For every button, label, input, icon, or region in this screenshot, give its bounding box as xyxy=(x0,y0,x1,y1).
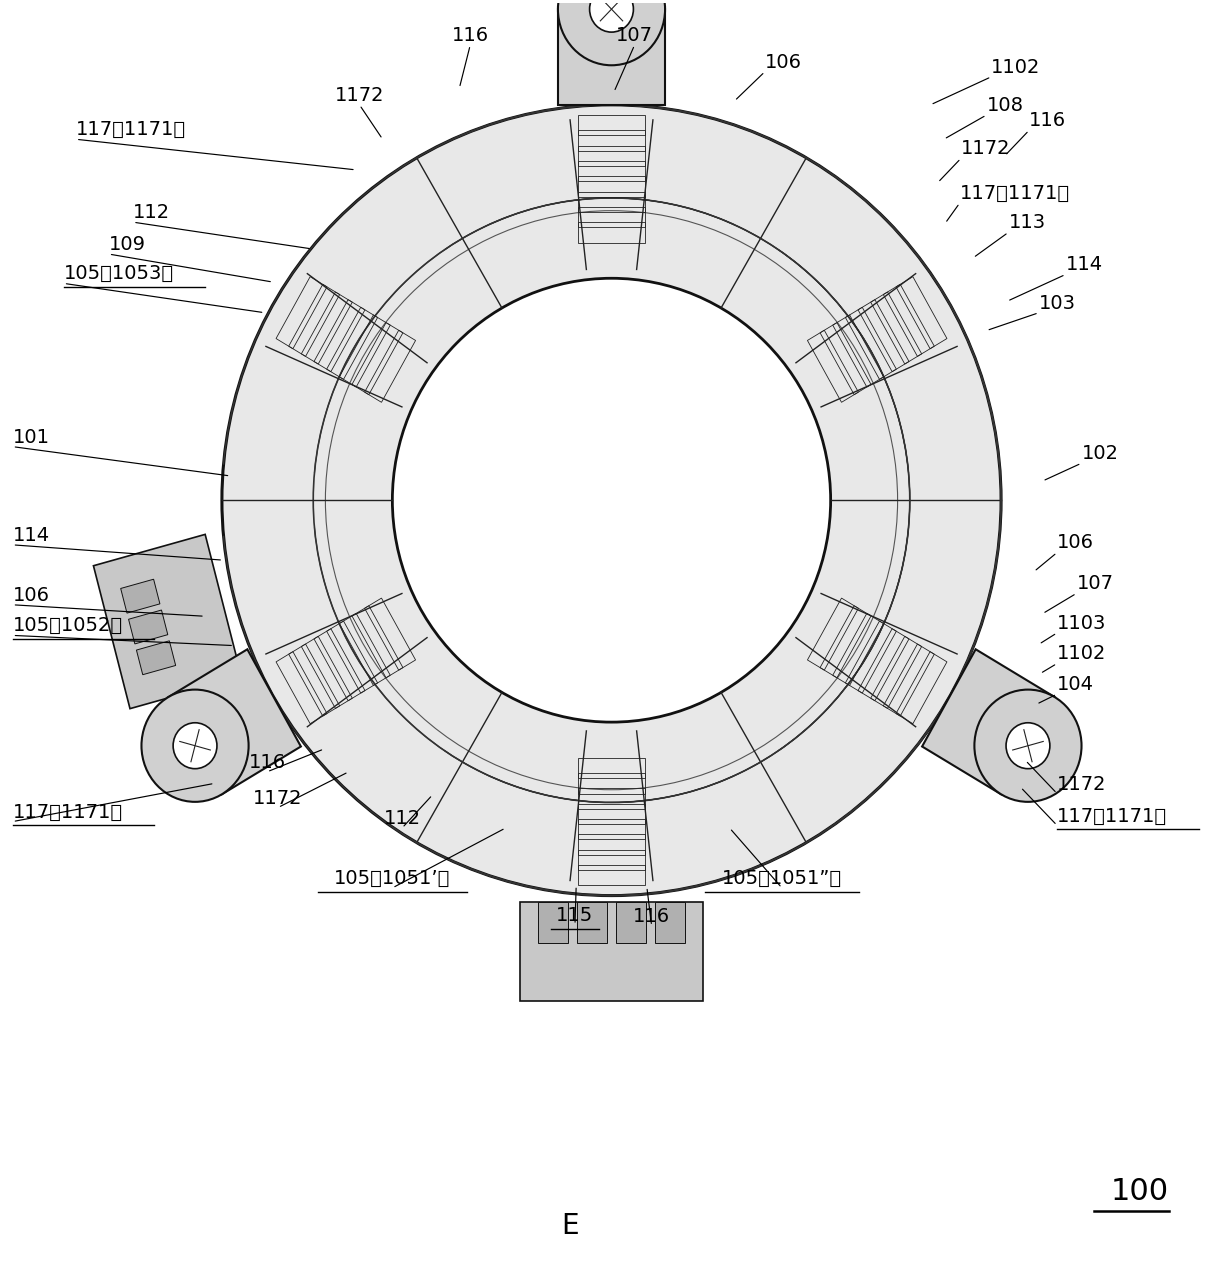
Text: 107: 107 xyxy=(1076,574,1114,593)
Circle shape xyxy=(174,722,216,769)
Polygon shape xyxy=(221,105,1002,895)
Text: 102: 102 xyxy=(1081,445,1119,464)
Text: 117（1171）: 117（1171） xyxy=(12,803,122,821)
Text: 1172: 1172 xyxy=(1057,775,1107,793)
Text: 105（1053）: 105（1053） xyxy=(64,264,174,283)
Polygon shape xyxy=(121,579,160,614)
Polygon shape xyxy=(558,9,665,105)
Text: 101: 101 xyxy=(12,428,49,447)
Text: E: E xyxy=(561,1212,578,1240)
Polygon shape xyxy=(520,902,703,1002)
Polygon shape xyxy=(616,902,646,943)
Circle shape xyxy=(558,0,665,65)
Text: 105（1051’）: 105（1051’） xyxy=(334,869,450,888)
Polygon shape xyxy=(128,610,168,644)
Text: 117（1171）: 117（1171） xyxy=(1057,807,1167,825)
Text: 1103: 1103 xyxy=(1057,614,1107,633)
Text: 116: 116 xyxy=(634,907,670,926)
Circle shape xyxy=(975,689,1081,802)
Text: 1172: 1172 xyxy=(253,789,302,807)
Text: 116: 116 xyxy=(248,753,285,772)
Text: 117（1171）: 117（1171） xyxy=(76,120,186,140)
Text: 106: 106 xyxy=(764,53,802,72)
Polygon shape xyxy=(577,902,607,943)
Text: 100: 100 xyxy=(1110,1176,1169,1205)
Text: 107: 107 xyxy=(616,26,653,45)
Polygon shape xyxy=(538,902,567,943)
Polygon shape xyxy=(137,640,176,675)
Polygon shape xyxy=(169,649,301,794)
Polygon shape xyxy=(93,534,242,708)
Text: 117（1171）: 117（1171） xyxy=(960,184,1070,202)
Text: 115: 115 xyxy=(556,906,593,925)
Text: 1102: 1102 xyxy=(992,58,1041,77)
Circle shape xyxy=(1007,722,1049,769)
Text: 1172: 1172 xyxy=(335,86,384,105)
Circle shape xyxy=(589,0,634,32)
Text: 105（1052）: 105（1052） xyxy=(12,616,122,635)
Text: 112: 112 xyxy=(384,810,421,828)
Text: 106: 106 xyxy=(12,585,49,605)
Text: 106: 106 xyxy=(1057,533,1095,552)
Ellipse shape xyxy=(393,278,830,722)
Text: 114: 114 xyxy=(1065,255,1103,274)
Text: 116: 116 xyxy=(451,26,489,45)
Text: 103: 103 xyxy=(1038,293,1076,313)
Text: 116: 116 xyxy=(1029,111,1066,131)
Text: 109: 109 xyxy=(109,234,146,254)
Polygon shape xyxy=(2,3,1221,1278)
Text: 114: 114 xyxy=(12,525,50,544)
Text: 108: 108 xyxy=(987,96,1024,115)
Text: 104: 104 xyxy=(1057,675,1095,694)
Text: 112: 112 xyxy=(133,204,170,222)
Polygon shape xyxy=(656,902,685,943)
Circle shape xyxy=(142,689,248,802)
Text: 113: 113 xyxy=(1009,214,1046,232)
Text: 105（1051”）: 105（1051”） xyxy=(722,869,841,888)
Text: 1172: 1172 xyxy=(961,140,1010,159)
Text: 1102: 1102 xyxy=(1057,644,1107,664)
Polygon shape xyxy=(922,649,1054,794)
